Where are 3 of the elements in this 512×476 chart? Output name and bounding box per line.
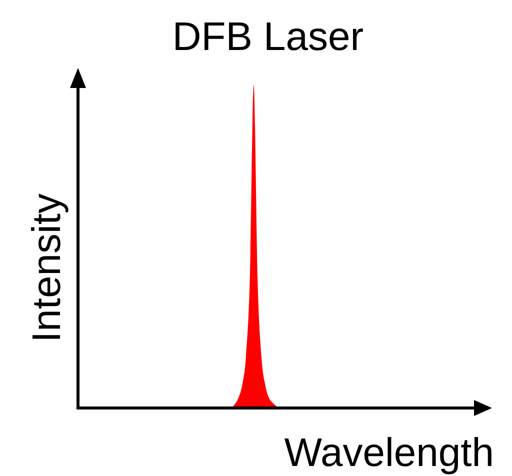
y-axis-title: Intensity (25, 194, 69, 342)
x-axis-title: Wavelength (284, 431, 494, 475)
chart-title: DFB Laser (172, 15, 364, 59)
